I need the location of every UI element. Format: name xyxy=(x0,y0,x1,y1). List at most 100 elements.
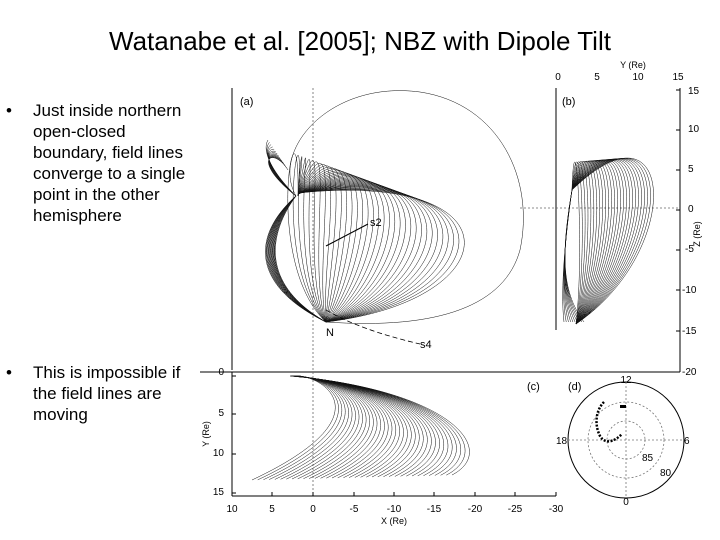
field-line xyxy=(571,161,595,325)
dial-ring-label-85: 85 xyxy=(642,453,654,464)
bullet-text: Just inside northern open-closed boundar… xyxy=(33,101,186,225)
axis-z-right-tick: -15 xyxy=(682,326,697,337)
field-line xyxy=(297,165,337,323)
axis-z-right-tick: 10 xyxy=(688,124,700,135)
axis-x-bottom-tick: -5 xyxy=(350,504,359,515)
field-line xyxy=(251,375,336,481)
field-line xyxy=(268,155,297,197)
bullet-list: • Just inside northern open-closed bound… xyxy=(0,0,200,540)
field-line xyxy=(263,375,342,480)
field-line xyxy=(297,183,422,323)
field-line xyxy=(297,161,327,323)
field-line xyxy=(571,161,589,325)
axis-y-top-tick: 10 xyxy=(632,72,644,83)
field-line-envelope xyxy=(289,90,524,324)
field-line xyxy=(297,178,396,323)
field-line xyxy=(571,160,600,325)
panel-a-label: (a) xyxy=(240,96,253,108)
panel-d-polar-dial xyxy=(567,381,685,499)
field-line xyxy=(571,160,606,325)
panel-b-label: (b) xyxy=(562,96,575,108)
field-line xyxy=(297,160,327,323)
field-line xyxy=(268,152,297,197)
axis-x-bottom-tick: -30 xyxy=(549,504,564,515)
axis-x-bottom-tick: 5 xyxy=(269,504,275,515)
dial-label-right: 6 xyxy=(684,436,690,447)
field-line xyxy=(571,160,598,325)
axis-x-bottom-tick: 0 xyxy=(310,504,316,515)
dial-label-left: 18 xyxy=(556,436,568,447)
field-line xyxy=(297,164,332,323)
field-line xyxy=(297,157,327,323)
field-line xyxy=(297,185,433,323)
field-line xyxy=(294,375,408,478)
field-line xyxy=(265,195,327,323)
field-line xyxy=(297,184,428,323)
axis-y-top-label: Y (Re) xyxy=(620,60,646,70)
bullet-marker: • xyxy=(6,363,12,382)
field-line xyxy=(571,160,603,325)
axis-y-top-tick: 0 xyxy=(555,72,561,83)
s4-point-label: s4 xyxy=(420,339,432,351)
bullet-marker: • xyxy=(6,101,12,120)
axis-z-right-tick: -20 xyxy=(682,367,697,378)
axis-x-bottom-tick: -25 xyxy=(508,504,523,515)
axis-y-left-tick: 10 xyxy=(213,448,225,459)
slide-title: Watanabe et al. [2005]; NBZ with Dipole … xyxy=(109,26,611,56)
field-line xyxy=(571,161,583,325)
field-line xyxy=(269,153,297,197)
axis-x-bottom-tick: -20 xyxy=(468,504,483,515)
axis-y-left-tick: 5 xyxy=(218,408,224,419)
panel-d-label: (d) xyxy=(568,381,581,393)
axis-y-top-tick: 5 xyxy=(594,72,600,83)
panel-a-field-lines xyxy=(265,90,524,324)
panel-c-field-lines xyxy=(251,375,470,481)
field-line xyxy=(297,186,438,323)
field-line xyxy=(297,162,327,323)
n-point-label: N xyxy=(326,327,334,339)
axis-y-left-tick: 0 xyxy=(218,367,224,378)
bullet-text: This is impossible if the field lines ar… xyxy=(33,363,181,424)
axis-z-right-tick: 15 xyxy=(688,86,700,97)
axis-y-top-tick: 15 xyxy=(672,72,684,83)
field-line xyxy=(294,375,400,478)
axis-z-right-tick: -5 xyxy=(685,244,694,255)
field-line xyxy=(265,195,327,323)
field-line xyxy=(564,189,580,323)
axis-x-bottom-tick: -10 xyxy=(387,504,402,515)
field-line xyxy=(266,195,327,323)
field-line xyxy=(564,189,585,323)
dial-ring-label-80: 80 xyxy=(660,468,672,479)
s4-trace-line xyxy=(325,309,421,345)
dial-footprint-trace xyxy=(595,401,623,443)
axis-z-right-label: Z (Re) xyxy=(692,221,702,247)
s2-pointer-line xyxy=(325,223,369,247)
field-line xyxy=(274,375,349,480)
panel-c-label: (c) xyxy=(527,381,540,393)
dial-label-bottom: 0 xyxy=(623,497,629,508)
field-line xyxy=(297,159,327,323)
field-line xyxy=(571,161,586,325)
axis-x-bottom-tick: 10 xyxy=(226,504,238,515)
axis-y-left-tick: 15 xyxy=(213,487,225,498)
field-line xyxy=(571,161,592,325)
axis-z-right-tick: 5 xyxy=(688,164,694,175)
axis-z-right-tick: -10 xyxy=(682,285,697,296)
field-line xyxy=(268,157,297,197)
axis-x-bottom-tick: -15 xyxy=(427,504,442,515)
field-line xyxy=(297,179,401,323)
field-line xyxy=(571,161,580,325)
field-line xyxy=(257,375,339,481)
field-line xyxy=(292,154,327,323)
field-line xyxy=(297,190,465,323)
field-line xyxy=(297,187,444,323)
axis-x-bottom-label: X (Re) xyxy=(381,516,407,526)
field-line xyxy=(268,154,297,197)
panel-b-field-lines xyxy=(562,157,654,325)
dial-label-top: 12 xyxy=(620,375,632,386)
axis-z-right-tick: 0 xyxy=(688,204,694,215)
field-line xyxy=(564,189,578,323)
s2-point-label: s2 xyxy=(370,217,382,229)
dial-footprint-marker xyxy=(620,405,626,408)
